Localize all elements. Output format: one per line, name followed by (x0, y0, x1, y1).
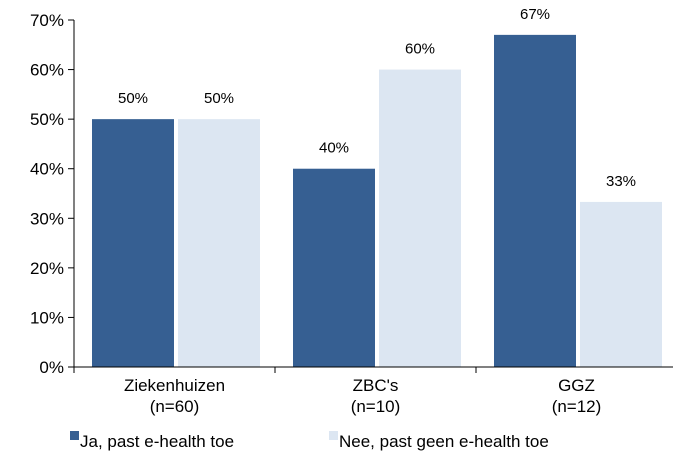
data-labels-group: 50% 50% 40% 60% 67% 33% (118, 6, 636, 190)
legend: Ja, past e-health toe Nee, past geen e-he… (70, 431, 549, 451)
y-tick-label: 70% (30, 11, 64, 30)
y-tick-label: 30% (30, 209, 64, 228)
bar (178, 119, 260, 368)
bar (494, 34, 576, 367)
bar (293, 168, 375, 367)
x-axis: Ziekenhuizen (n=60) ZBC's (n=10) GGZ (n=12) (73, 366, 673, 416)
x-tick-sublabel: (n=60) (150, 397, 200, 416)
legend-label: Nee, past geen e-health toe (339, 432, 549, 451)
y-tick-label: 10% (30, 308, 64, 327)
bar (92, 119, 174, 368)
data-label: 50% (118, 90, 148, 107)
bar (580, 201, 662, 367)
legend-label: Ja, past e-health toe (80, 432, 234, 451)
y-tick-label: 40% (30, 160, 64, 179)
y-tick-label: 0% (39, 358, 64, 377)
x-tick-sublabel: (n=12) (552, 397, 602, 416)
data-label: 33% (606, 173, 636, 190)
y-axis: 0% 10% 20% 30% 40% 50% 60% 70% (30, 11, 75, 377)
y-tick-label: 50% (30, 110, 64, 129)
x-tick-sublabel: (n=10) (351, 397, 401, 416)
data-label: 60% (405, 41, 435, 58)
x-tick-label: Ziekenhuizen (124, 376, 225, 395)
legend-swatch (329, 431, 338, 440)
legend-swatch (70, 431, 79, 440)
data-label: 50% (204, 90, 234, 107)
data-label: 40% (319, 140, 349, 157)
bar (379, 69, 461, 368)
x-tick-label: ZBC's (353, 376, 399, 395)
y-tick-label: 60% (30, 61, 64, 80)
y-tick-label: 20% (30, 259, 64, 278)
data-label: 67% (520, 6, 550, 23)
bars-group (92, 34, 662, 368)
x-tick-label: GGZ (558, 376, 595, 395)
